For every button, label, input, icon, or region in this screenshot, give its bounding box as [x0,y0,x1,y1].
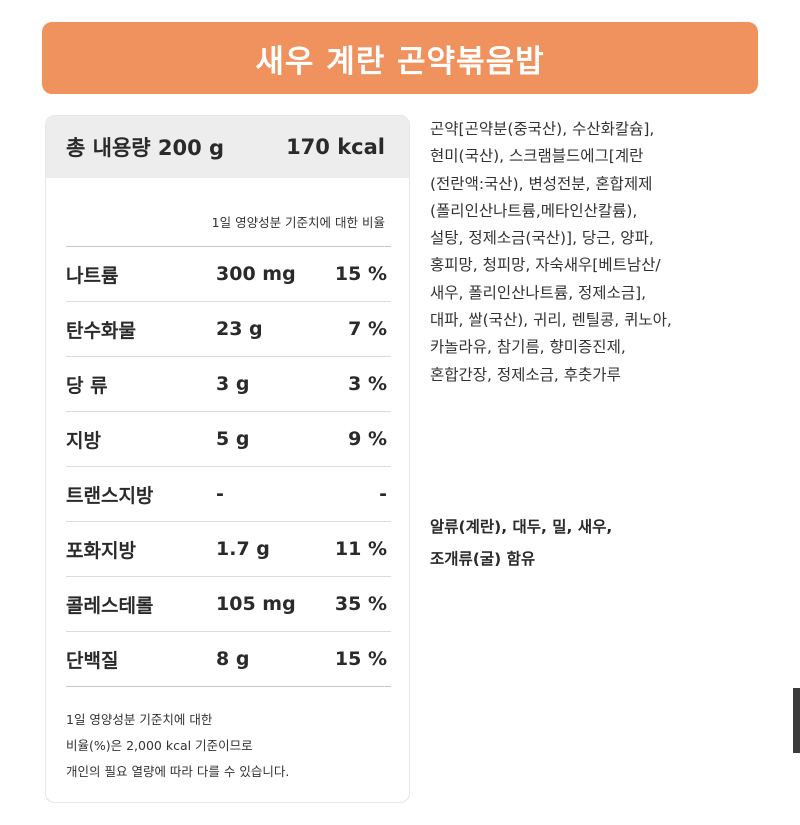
daily-value-header: 1일 영양성분 기준치에 대한 비율 [211,215,385,230]
nutrient-amount: - [216,483,224,505]
nutrient-name: 포화지방 [66,539,136,562]
nutrient-name: 탄수화물 [66,319,136,342]
nutrient-name: 단백질 [66,649,119,672]
nutrient-percent: 7 % [348,318,387,340]
nutrition-facts-panel: 총 내용량 200 g 170 kcal 1일 영양성분 기준치에 대한 비율 … [45,115,410,803]
ingredients-line: 현미(국산), 스크램블드에그[계란 [430,147,644,166]
nutrient-name: 트랜스지방 [66,484,154,507]
ingredients-list: 곤약[곤약분(중국산), 수산화칼슘], 현미(국산), 스크램블드에그[계란 … [430,116,780,389]
nutrient-name: 콜레스테롤 [66,594,154,617]
nutrient-row-sugars: 당 류 3 g 3 % [66,357,391,412]
footnote-line: 1일 영양성분 기준치에 대한 [66,712,213,727]
ingredients-line: 설탕, 정제소금(국산)], 당근, 양파, [430,229,654,248]
nutrient-percent: - [379,483,387,505]
calories: 170 kcal [286,135,385,159]
ingredients-line: 홍피망, 청피망, 자숙새우[베트남산/ [430,256,661,275]
nutrient-row-carbohydrate: 탄수화물 23 g 7 % [66,302,391,357]
nutrient-row-sodium: 나트륨 300 mg 15 % [66,247,391,302]
ingredients-line: (전란액:국산), 변성전분, 혼합제제 [430,174,653,193]
total-content: 총 내용량 200 g [66,136,225,160]
nutrient-amount: 1.7 g [216,538,270,560]
nutrient-name: 나트륨 [66,264,119,287]
ingredients-line: 혼합간장, 정제소금, 후춧가루 [430,365,621,384]
nutrient-amount: 300 mg [216,263,296,285]
nutrient-name: 지방 [66,429,101,452]
product-title: 새우 계란 곤약볶음밥 [255,43,545,80]
footnote-line: 개인의 필요 열량에 따라 다를 수 있습니다. [66,764,290,779]
allergy-line: 알류(계란), 대두, 밀, 새우, [430,518,613,536]
ingredients-line: 대파, 쌀(국산), 귀리, 렌틸콩, 퀴노아, [430,311,672,330]
nutrient-row-saturated-fat: 포화지방 1.7 g 11 % [66,522,391,577]
ingredients-line: (폴리인산나트륨,메타인산칼륨), [430,201,638,220]
ingredients-line: 카놀라유, 참기름, 향미증진제, [430,338,626,357]
nutrient-name: 당 류 [66,374,108,397]
footnote-line: 비율(%)은 2,000 kcal 기준이므로 [66,738,253,753]
allergy-line: 조개류(굴) 함유 [430,550,536,568]
nutrient-amount: 105 mg [216,593,296,615]
nutrient-amount: 8 g [216,648,250,670]
nutrient-percent: 15 % [334,648,387,670]
nutrient-percent: 35 % [334,593,387,615]
nutrition-header: 총 내용량 200 g 170 kcal [46,116,409,178]
nutrient-row-cholesterol: 콜레스테롤 105 mg 35 % [66,577,391,632]
nutrient-row-trans-fat: 트랜스지방 - - [66,467,391,522]
nutrient-row-fat: 지방 5 g 9 % [66,412,391,467]
nutrient-rows: 나트륨 300 mg 15 % 탄수화물 23 g 7 % 당 류 3 g 3 … [66,246,391,687]
nutrient-row-protein: 단백질 8 g 15 % [66,632,391,687]
nutrient-amount: 5 g [216,428,250,450]
title-banner: 새우 계란 곤약볶음밥 [42,22,758,94]
edge-scroll-marker [793,688,800,753]
nutrient-amount: 3 g [216,373,250,395]
ingredients-line: 새우, 폴리인산나트륨, 정제소금], [430,283,647,302]
ingredients-line: 곤약[곤약분(중국산), 수산화칼슘], [430,120,655,138]
nutrient-amount: 23 g [216,318,263,340]
allergy-info: 알류(계란), 대두, 밀, 새우, 조개류(굴) 함유 [430,511,780,575]
nutrient-percent: 3 % [348,373,387,395]
nutrient-percent: 15 % [334,263,387,285]
nutrition-footnote: 1일 영양성분 기준치에 대한 비율(%)은 2,000 kcal 기준이므로 … [46,687,409,785]
nutrient-percent: 11 % [334,538,387,560]
nutrient-percent: 9 % [348,428,387,450]
